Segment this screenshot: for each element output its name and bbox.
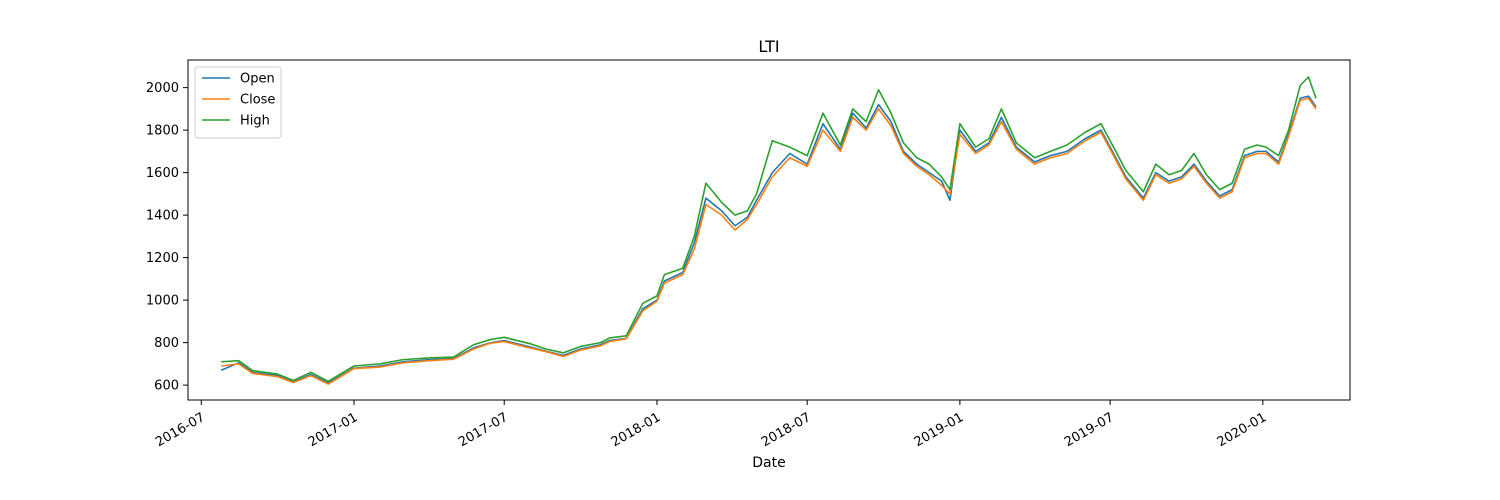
series-layer — [220, 76, 1317, 385]
plot-frame — [187, 59, 1351, 401]
x-axis-title: Date — [752, 455, 785, 471]
chart-title: LTI — [758, 37, 779, 56]
plot-area — [188, 60, 1350, 400]
x-tick-label: 2020-01 — [1215, 410, 1270, 450]
y-tick-label: 1200 — [146, 251, 179, 266]
x-tick-label: 2018-01 — [609, 410, 664, 450]
series-line-close — [221, 97, 1317, 385]
y-axis: 600 800 1000 1200 1400 1600 1800 2000 — [146, 81, 188, 394]
y-tick-label: 1000 — [146, 294, 179, 309]
legend-label-close: Close — [240, 93, 275, 108]
y-tick-label: 600 — [154, 379, 179, 394]
x-tick-label: 2018-07 — [759, 410, 814, 450]
y-tick-label: 1400 — [146, 209, 179, 224]
x-axis: 2016-07 2017-01 2017-07 2018-01 2018-07 2019-… — [153, 400, 1269, 450]
series-line-high — [221, 76, 1317, 383]
x-tick-label: 2019-01 — [912, 410, 967, 450]
y-tick-label: 2000 — [146, 81, 179, 96]
legend: Open Close High — [194, 66, 282, 139]
y-tick-label: 1800 — [146, 124, 179, 139]
y-tick-label: 800 — [154, 336, 179, 351]
x-tick-label: 2016-07 — [153, 410, 208, 450]
x-tick-label: 2019-07 — [1062, 410, 1117, 450]
series-line-open — [220, 95, 1317, 384]
legend-label-open: Open — [240, 72, 275, 87]
y-tick-label: 1600 — [146, 166, 179, 181]
legend-label-high: High — [240, 114, 270, 129]
x-tick-label: 2017-07 — [456, 410, 511, 450]
x-tick-label: 2017-01 — [306, 410, 361, 450]
